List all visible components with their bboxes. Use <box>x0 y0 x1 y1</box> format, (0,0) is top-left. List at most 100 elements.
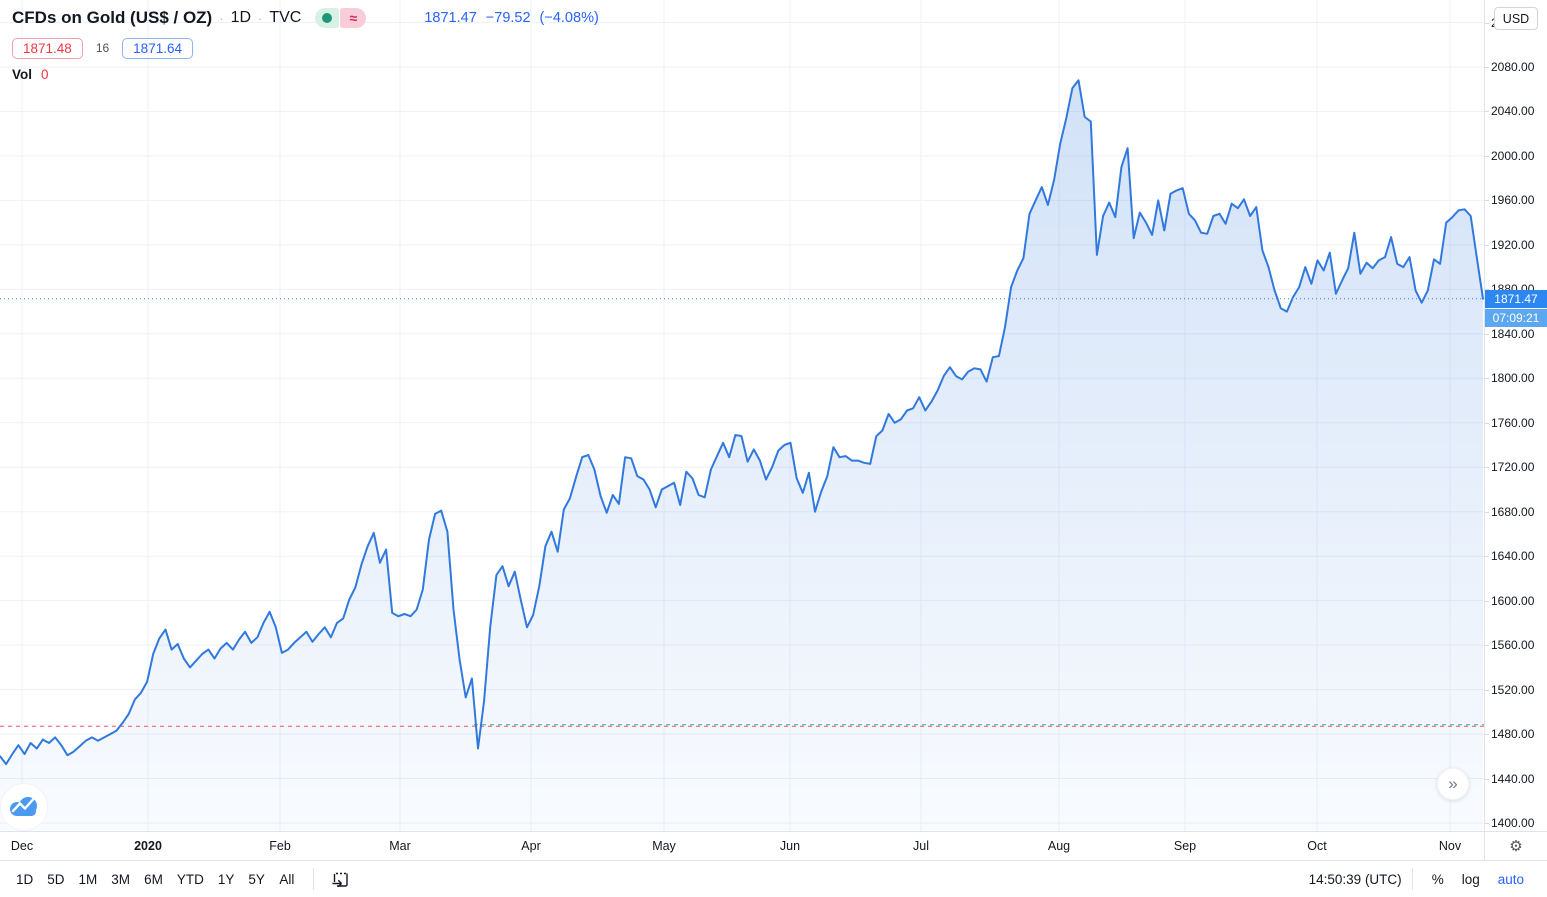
price-tick-mark <box>1485 155 1489 157</box>
time-tick-label-sep: Sep <box>1173 839 1197 853</box>
time-tick-label-dec: Dec <box>10 839 34 853</box>
price-tick-mark <box>1485 422 1489 424</box>
price-tick-label: 1840.00 <box>1491 326 1535 341</box>
range-button-1m[interactable]: 1M <box>73 867 104 891</box>
last-price: 1871.47 <box>424 10 477 26</box>
time-tick-label-oct: Oct <box>1307 839 1327 853</box>
currency-unit-button[interactable]: USD <box>1494 7 1538 30</box>
current-price-tag: 1871.47 <box>1485 289 1547 308</box>
price-tick-label: 2080.00 <box>1491 60 1535 74</box>
price-change-percent: (−4.08%) <box>539 10 599 26</box>
price-tick-mark <box>1485 111 1489 113</box>
price-tick-mark <box>1485 600 1489 602</box>
time-tick-label-2020: 2020 <box>134 839 162 853</box>
price-tick-mark <box>1485 822 1489 824</box>
time-axis[interactable]: Dec 2020 Feb Mar Apr May Jun Jul Aug Sep Oct Nov ⚙ <box>0 832 1547 860</box>
bottom-toolbar: 1D 5D 1M 3M 6M YTD 1Y 5Y All 14:50:39 (UTC) % lo… <box>0 861 1547 897</box>
time-tick-label-may: May <box>652 839 676 853</box>
separator-dot: · <box>258 10 263 26</box>
range-button-5d[interactable]: 5D <box>41 867 70 891</box>
price-tick-mark <box>1485 645 1489 647</box>
bar-countdown-tag: 07:09:21 <box>1485 308 1547 327</box>
bid-price-button[interactable]: 1871.48 <box>12 37 83 59</box>
time-tick-label-jun: Jun <box>779 839 801 853</box>
scroll-to-latest-button[interactable]: » <box>1437 768 1469 800</box>
last-price-info: 1871.47 −79.52 (−4.08%) <box>424 10 598 26</box>
range-button-5y[interactable]: 5Y <box>242 867 271 891</box>
price-tick-mark <box>1485 244 1489 246</box>
settings-gear-icon[interactable]: ⚙ <box>1509 838 1523 855</box>
log-scale-toggle[interactable]: log <box>1453 872 1489 887</box>
time-tick-label-mar: Mar <box>389 839 411 853</box>
price-change: −79.52 <box>485 10 531 26</box>
price-tick-label: 1480.00 <box>1491 727 1535 742</box>
price-tick-label: 1760.00 <box>1491 415 1535 430</box>
market-open-dot-icon <box>315 8 340 28</box>
price-tick-mark <box>1485 378 1489 380</box>
price-tick-label: 2040.00 <box>1491 104 1535 119</box>
market-status-badge[interactable]: ≈ <box>315 8 367 28</box>
time-tick-label-jul: Jul <box>913 839 929 853</box>
price-tick-label: 1440.00 <box>1491 771 1535 786</box>
time-tick-label-apr: Apr <box>521 839 541 853</box>
price-tick-label: 1720.00 <box>1491 460 1535 475</box>
time-tick-label-aug: Aug <box>1047 839 1071 853</box>
price-tick-mark <box>1485 734 1489 736</box>
chevrons-right-icon: » <box>1448 774 1458 793</box>
price-tick-mark <box>1485 333 1489 335</box>
price-tick-label: 1960.00 <box>1491 193 1535 208</box>
axis-vertical-divider <box>1484 0 1485 860</box>
price-tick-label: 1520.00 <box>1491 682 1535 697</box>
price-tick-mark <box>1485 200 1489 202</box>
toolbar-separator <box>312 868 314 890</box>
clock[interactable]: 14:50:39 (UTC) <box>1308 871 1402 887</box>
price-tick-mark <box>1485 556 1489 558</box>
toolbar-separator <box>1411 868 1413 890</box>
range-button-6m[interactable]: 6M <box>138 867 169 891</box>
price-tick-mark <box>1485 689 1489 691</box>
price-tick-mark <box>1485 467 1489 469</box>
range-button-3m[interactable]: 3M <box>105 867 136 891</box>
ask-price-button[interactable]: 1871.64 <box>122 37 193 59</box>
price-axis[interactable]: 2120.002080.002040.002000.001960.001920.… <box>1485 0 1547 831</box>
auto-scale-toggle[interactable]: auto <box>1489 872 1533 887</box>
range-button-1d[interactable]: 1D <box>10 867 39 891</box>
price-tick-label: 1640.00 <box>1491 549 1535 564</box>
scale-controls: 14:50:39 (UTC) % log auto <box>1309 868 1547 890</box>
price-tick-mark <box>1485 67 1489 68</box>
price-tick-mark <box>1485 778 1489 780</box>
separator-dot: · <box>219 10 224 26</box>
volume-label: Vol <box>12 67 32 82</box>
time-tick-label-feb: Feb <box>269 839 291 853</box>
time-tick-label-nov: Nov <box>1438 839 1462 853</box>
price-tick-mark <box>1485 22 1489 24</box>
range-button-all[interactable]: All <box>273 867 301 891</box>
range-button-ytd[interactable]: YTD <box>171 867 210 891</box>
price-area-chart[interactable] <box>0 0 1484 831</box>
go-to-date-button[interactable] <box>326 867 355 892</box>
delayed-data-icon: ≈ <box>340 8 367 28</box>
price-tick-label: 1920.00 <box>1491 237 1535 252</box>
tradingview-logo-icon <box>10 797 37 816</box>
toolbar-divider <box>0 860 1547 861</box>
price-tick-label: 2000.00 <box>1491 148 1535 163</box>
percent-scale-toggle[interactable]: % <box>1423 872 1453 887</box>
tradingview-logo[interactable] <box>1 784 47 830</box>
spread-value: 16 <box>95 41 110 55</box>
price-tick-label: 1560.00 <box>1491 638 1535 653</box>
range-buttons: 1D 5D 1M 3M 6M YTD 1Y 5Y All <box>10 867 301 891</box>
symbol-title[interactable]: CFDs on Gold (US$ / OZ) <box>12 8 213 27</box>
exchange-label[interactable]: TVC <box>269 9 302 26</box>
date-range-switcher: 1D 5D 1M 3M 6M YTD 1Y 5Y All <box>0 867 355 892</box>
price-tick-mark <box>1485 511 1489 513</box>
interval-button[interactable]: 1D <box>230 9 252 26</box>
price-tick-label: 1800.00 <box>1491 371 1535 386</box>
price-tick-label: 1400.00 <box>1491 815 1535 830</box>
axis-horizontal-divider <box>0 831 1547 832</box>
legend: CFDs on Gold (US$ / OZ) · 1D · TVC ≈ 187… <box>12 5 599 82</box>
price-tick-label: 1680.00 <box>1491 504 1535 519</box>
price-tick-label: 1600.00 <box>1491 593 1535 608</box>
range-button-1y[interactable]: 1Y <box>212 867 241 891</box>
go-to-date-icon <box>332 872 348 887</box>
chart-pane[interactable]: CFDs on Gold (US$ / OZ) · 1D · TVC ≈ 187… <box>0 0 1484 831</box>
